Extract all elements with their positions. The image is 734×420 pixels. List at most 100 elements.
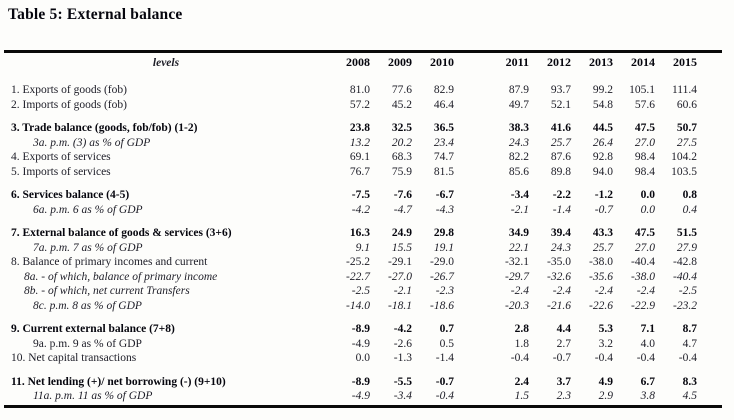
value-cell: 4.9 <box>598 375 613 388</box>
value-cell: -14.0 <box>346 299 370 312</box>
value-cell: 36.5 <box>433 122 454 134</box>
value-cell: 29.8 <box>433 227 454 239</box>
row-label: 8b. - of which, net current Transfers <box>24 285 190 297</box>
row-label: 8. Balance of primary incomes and curren… <box>11 256 208 268</box>
value-cell: 32.5 <box>391 122 412 134</box>
value-cell: -40.4 <box>631 256 655 268</box>
row-label: 7a. p.m. 7 as % of GDP <box>33 241 143 254</box>
value-cell: -26.7 <box>430 270 454 283</box>
row-label: 3. Trade balance (goods, fob/fob) (1-2) <box>11 122 198 134</box>
value-cell: 1.8 <box>514 337 529 350</box>
value-cell: -40.4 <box>673 270 697 283</box>
value-cell: 8.3 <box>682 375 697 388</box>
external-balance-table: levels 2008 2009 2010 2011 2012 2013 2014 2015 … <box>4 50 722 408</box>
value-cell: 24.3 <box>508 136 529 149</box>
value-cell: 0.5 <box>439 337 454 350</box>
value-cell: 111.4 <box>671 84 697 96</box>
value-cell: 24.3 <box>550 241 571 254</box>
value-cell: -18.6 <box>430 299 454 312</box>
table-header-row: levels 2008 2009 2010 2011 2012 2013 2014 2015 <box>4 55 697 70</box>
header-year-2013: 2013 <box>589 55 613 69</box>
header-year-2010: 2010 <box>430 55 454 69</box>
row-label: 9a. p.m. 9 as % of GDP <box>33 337 142 350</box>
value-cell: -2.1 <box>510 203 529 216</box>
value-cell: 2.4 <box>514 375 529 388</box>
value-cell: 68.3 <box>391 151 412 163</box>
row-label: 6. Services balance (4-5) <box>11 189 130 201</box>
row-label: 10. Net capital transactions <box>11 352 137 364</box>
value-cell: 2.3 <box>556 390 571 402</box>
value-cell: 57.6 <box>634 98 655 111</box>
table-row: 11. Net lending (+)/ net borrowing (-) (… <box>4 375 697 390</box>
row-label: 1. Exports of goods (fob) <box>11 84 127 96</box>
value-cell: 94.0 <box>592 165 613 178</box>
value-cell: 2.7 <box>556 337 571 350</box>
value-cell: 27.0 <box>634 241 655 254</box>
value-cell: 6.7 <box>640 375 655 388</box>
value-cell: -1.2 <box>594 189 613 201</box>
value-cell: 76.7 <box>349 165 370 178</box>
value-cell: 0.7 <box>439 323 454 335</box>
value-cell: 45.2 <box>391 98 412 111</box>
value-cell: -32.1 <box>505 256 529 268</box>
value-cell: 0.0 <box>640 203 655 216</box>
value-cell: 105.1 <box>629 84 655 96</box>
value-cell: -29.1 <box>388 256 412 268</box>
value-cell: 22.1 <box>508 241 529 254</box>
value-cell: 98.4 <box>634 165 655 178</box>
table-title: Table 5: External balance <box>8 6 183 23</box>
value-cell: -0.7 <box>552 352 571 364</box>
table-row: 7a. p.m. 7 as % of GDP 9.1 15.5 19.1 22.1 24.… <box>4 241 697 256</box>
value-cell: 23.8 <box>349 122 370 134</box>
value-cell: -23.2 <box>673 299 697 312</box>
row-label: 11a. p.m. 11 as % of GDP <box>33 390 153 402</box>
value-cell: -32.6 <box>547 270 571 283</box>
value-cell: 4.7 <box>682 337 697 350</box>
value-cell: -8.9 <box>351 323 370 335</box>
row-label: 8c. p.m. 8 as % of GDP <box>33 299 142 312</box>
value-cell: 85.6 <box>508 165 529 178</box>
value-cell: -0.4 <box>678 352 697 364</box>
value-cell: 99.2 <box>592 84 613 96</box>
value-cell: -38.0 <box>631 270 655 283</box>
value-cell: -22.7 <box>346 270 370 283</box>
header-year-2009: 2009 <box>388 55 412 69</box>
value-cell: -4.2 <box>351 203 370 216</box>
value-cell: 54.8 <box>592 98 613 111</box>
value-cell: -2.6 <box>393 337 412 350</box>
value-cell: -0.4 <box>510 352 529 364</box>
value-cell: 60.6 <box>676 98 697 111</box>
table-body: 1. Exports of goods (fob) 81.0 77.6 82.9 87.… <box>4 83 697 404</box>
header-levels-label: levels <box>152 57 180 69</box>
value-cell: 8.7 <box>682 323 697 335</box>
table-row: 4. Exports of services 69.1 68.3 74.7 82.2 87… <box>4 150 697 165</box>
value-cell: 49.7 <box>508 98 529 111</box>
value-cell: 3.2 <box>598 337 613 350</box>
value-cell: 47.5 <box>634 227 655 239</box>
value-cell: 20.2 <box>391 136 412 149</box>
row-label: 6a. p.m. 6 as % of GDP <box>33 203 143 216</box>
table-row: 7. External balance of goods & services … <box>4 226 697 241</box>
value-cell: -2.4 <box>636 285 655 297</box>
value-cell: -22.6 <box>589 299 613 312</box>
value-cell: -1.4 <box>552 203 571 216</box>
value-cell: -21.6 <box>547 299 571 312</box>
value-cell: 7.1 <box>640 323 655 335</box>
value-cell: -3.4 <box>393 390 412 402</box>
header-year-2015: 2015 <box>673 55 697 69</box>
value-cell: 4.4 <box>556 323 571 335</box>
row-label: 4. Exports of services <box>11 151 111 163</box>
value-cell: -25.2 <box>346 256 370 268</box>
value-cell: 82.9 <box>433 84 454 96</box>
value-cell: -35.6 <box>589 270 613 283</box>
value-cell: -2.4 <box>510 285 529 297</box>
value-cell: -3.4 <box>510 189 529 201</box>
value-cell: 52.1 <box>550 98 571 111</box>
value-cell: 4.0 <box>640 337 655 350</box>
value-cell: -1.3 <box>393 352 412 364</box>
row-label: 5. Imports of services <box>11 165 111 178</box>
value-cell: 23.4 <box>433 136 454 149</box>
header-year-2011: 2011 <box>505 55 529 69</box>
value-cell: 2.8 <box>514 323 529 335</box>
value-cell: -22.9 <box>631 299 655 312</box>
